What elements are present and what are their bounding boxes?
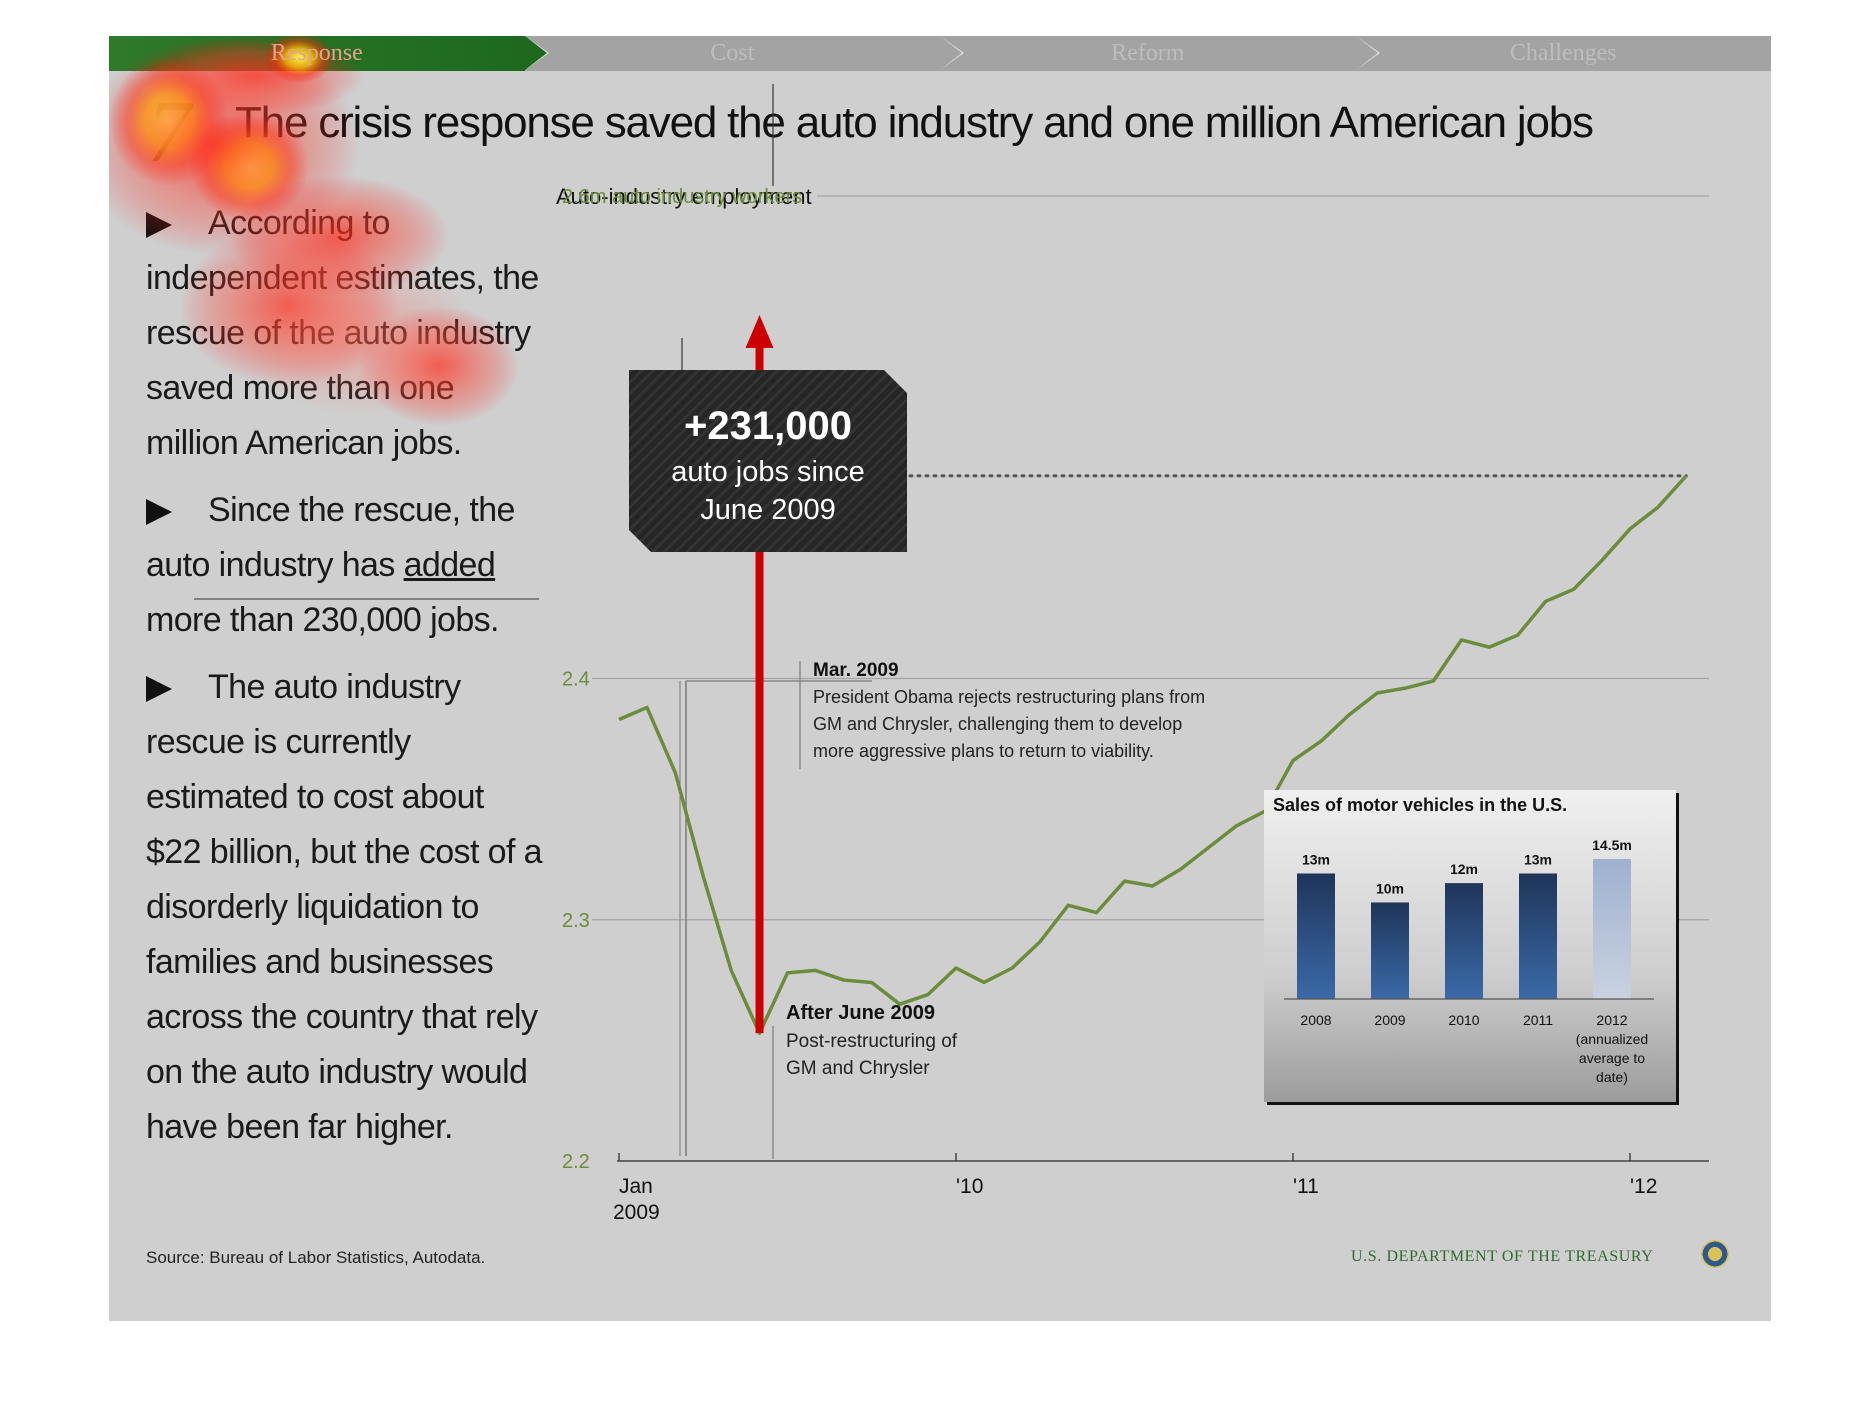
increase-arrow-head-icon bbox=[745, 315, 774, 348]
y-tick-label: 2.3 bbox=[562, 910, 590, 932]
sales-bar-category-label: (annualized bbox=[1576, 1031, 1648, 1047]
callout-line-2: June 2009 bbox=[700, 494, 836, 526]
callout-line-1: auto jobs since bbox=[671, 456, 865, 488]
sales-bar-category-label: date) bbox=[1596, 1069, 1628, 1085]
bullet-2: Since the rescue, the auto industry has … bbox=[146, 483, 546, 648]
tab-challenges[interactable]: Challenges bbox=[1356, 36, 1772, 71]
bullet-2-text-post: more than 230,000 jobs. bbox=[146, 601, 500, 639]
annotation-mar-2009-text: President Obama rejects restructuring pl… bbox=[813, 687, 1205, 707]
jobs-callout: +231,000 auto jobs since June 2009 bbox=[629, 370, 907, 552]
y-tick-label: 2.2 bbox=[562, 1151, 590, 1173]
sales-bar bbox=[1519, 873, 1557, 999]
tab-reform[interactable]: Reform bbox=[940, 36, 1380, 71]
tab-cost[interactable]: Cost bbox=[525, 36, 964, 71]
annotation-mar-2009-title: Mar. 2009 bbox=[813, 660, 899, 681]
tab-label: Challenges bbox=[1509, 40, 1617, 66]
bullet-3: The auto industry rescue is currently es… bbox=[146, 660, 546, 1155]
x-tick-label-year: 2009 bbox=[613, 1201, 660, 1224]
x-tick-label: Jan bbox=[619, 1175, 653, 1198]
page-title: The crisis response saved the auto indus… bbox=[235, 98, 1594, 147]
sales-bar-value-label: 14.5m bbox=[1592, 837, 1632, 853]
tab-label: Cost bbox=[710, 40, 755, 66]
employment-chart: Auto-industry employment 2.2 2.3 2.4 2.6m au… bbox=[194, 84, 1709, 1224]
sales-bar-category-label: average to bbox=[1579, 1050, 1645, 1066]
sales-bar-value-label: 10m bbox=[1376, 880, 1404, 896]
inset-title: Sales of motor vehicles in the U.S. bbox=[1273, 795, 1568, 815]
callout-value: +231,000 bbox=[684, 404, 852, 448]
tab-label: Reform bbox=[1111, 40, 1185, 66]
sales-bar bbox=[1445, 883, 1483, 999]
slide: Response Cost Reform Challenges 7 The crisi… bbox=[109, 36, 1771, 1321]
callout-background bbox=[629, 370, 907, 552]
source-note: Source: Bureau of Labor Statistics, Auto… bbox=[146, 1248, 486, 1267]
annotation-mar-2009-text: more aggressive plans to return to viabi… bbox=[813, 741, 1154, 761]
department-name: U.S. DEPARTMENT OF THE TREASURY bbox=[1351, 1248, 1654, 1265]
section-nav: Response Cost Reform Challenges bbox=[109, 36, 1771, 71]
x-tick-label: '10 bbox=[956, 1175, 983, 1198]
sales-bar bbox=[1371, 902, 1409, 999]
sales-bar-chart: 13m 2008 10m 2009 12m 2010 13m 2011 14.5m 2012 (an… bbox=[1284, 837, 1654, 1085]
bullet-3-text: The auto industry rescue is currently es… bbox=[146, 668, 543, 1146]
y-tick-label: 2.4 bbox=[562, 669, 590, 691]
bullet-2-text-underlined: added bbox=[403, 546, 496, 584]
sales-inset-chart: Sales of motor vehicles in the U.S. 13m 2… bbox=[1264, 790, 1676, 1102]
sales-bar-value-label: 13m bbox=[1302, 851, 1330, 867]
bullet-triangle-icon bbox=[146, 499, 172, 525]
annotation-jun-2009-title: After June 2009 bbox=[786, 1002, 935, 1024]
y-tick-label: 2.6m auto industry workers bbox=[562, 186, 802, 208]
sales-bar-category-label: 2012 bbox=[1596, 1012, 1627, 1028]
chart-title: Auto-industry employment bbox=[556, 184, 812, 209]
sales-bar-value-label: 12m bbox=[1450, 861, 1478, 877]
sales-bar-category-label: 2011 bbox=[1523, 1012, 1553, 1028]
sales-bar-category-label: 2009 bbox=[1374, 1012, 1405, 1028]
bullet-2-text-pre: Since the rescue, the auto industry has bbox=[146, 491, 515, 584]
sales-bar bbox=[1297, 873, 1335, 999]
annotation-jun-2009-text: GM and Chrysler bbox=[786, 1058, 930, 1079]
sales-bar-value-label: 13m bbox=[1524, 851, 1552, 867]
employment-series-line bbox=[618, 474, 1688, 1035]
annotation-jun-2009-text: Post-restructuring of bbox=[786, 1031, 958, 1052]
annotation-mar-2009-text: GM and Chrysler, challenging them to dev… bbox=[813, 714, 1182, 734]
x-tick-label: '11 bbox=[1293, 1175, 1319, 1198]
sales-bar-category-label: 2008 bbox=[1300, 1012, 1331, 1028]
sales-bar-category-label: 2010 bbox=[1448, 1012, 1479, 1028]
x-tick-label: '12 bbox=[1630, 1175, 1657, 1198]
tab-label: Response bbox=[270, 40, 363, 66]
treasury-seal-icon bbox=[1701, 1240, 1729, 1268]
bullet-triangle-icon bbox=[146, 676, 172, 702]
sales-bar bbox=[1593, 859, 1631, 999]
